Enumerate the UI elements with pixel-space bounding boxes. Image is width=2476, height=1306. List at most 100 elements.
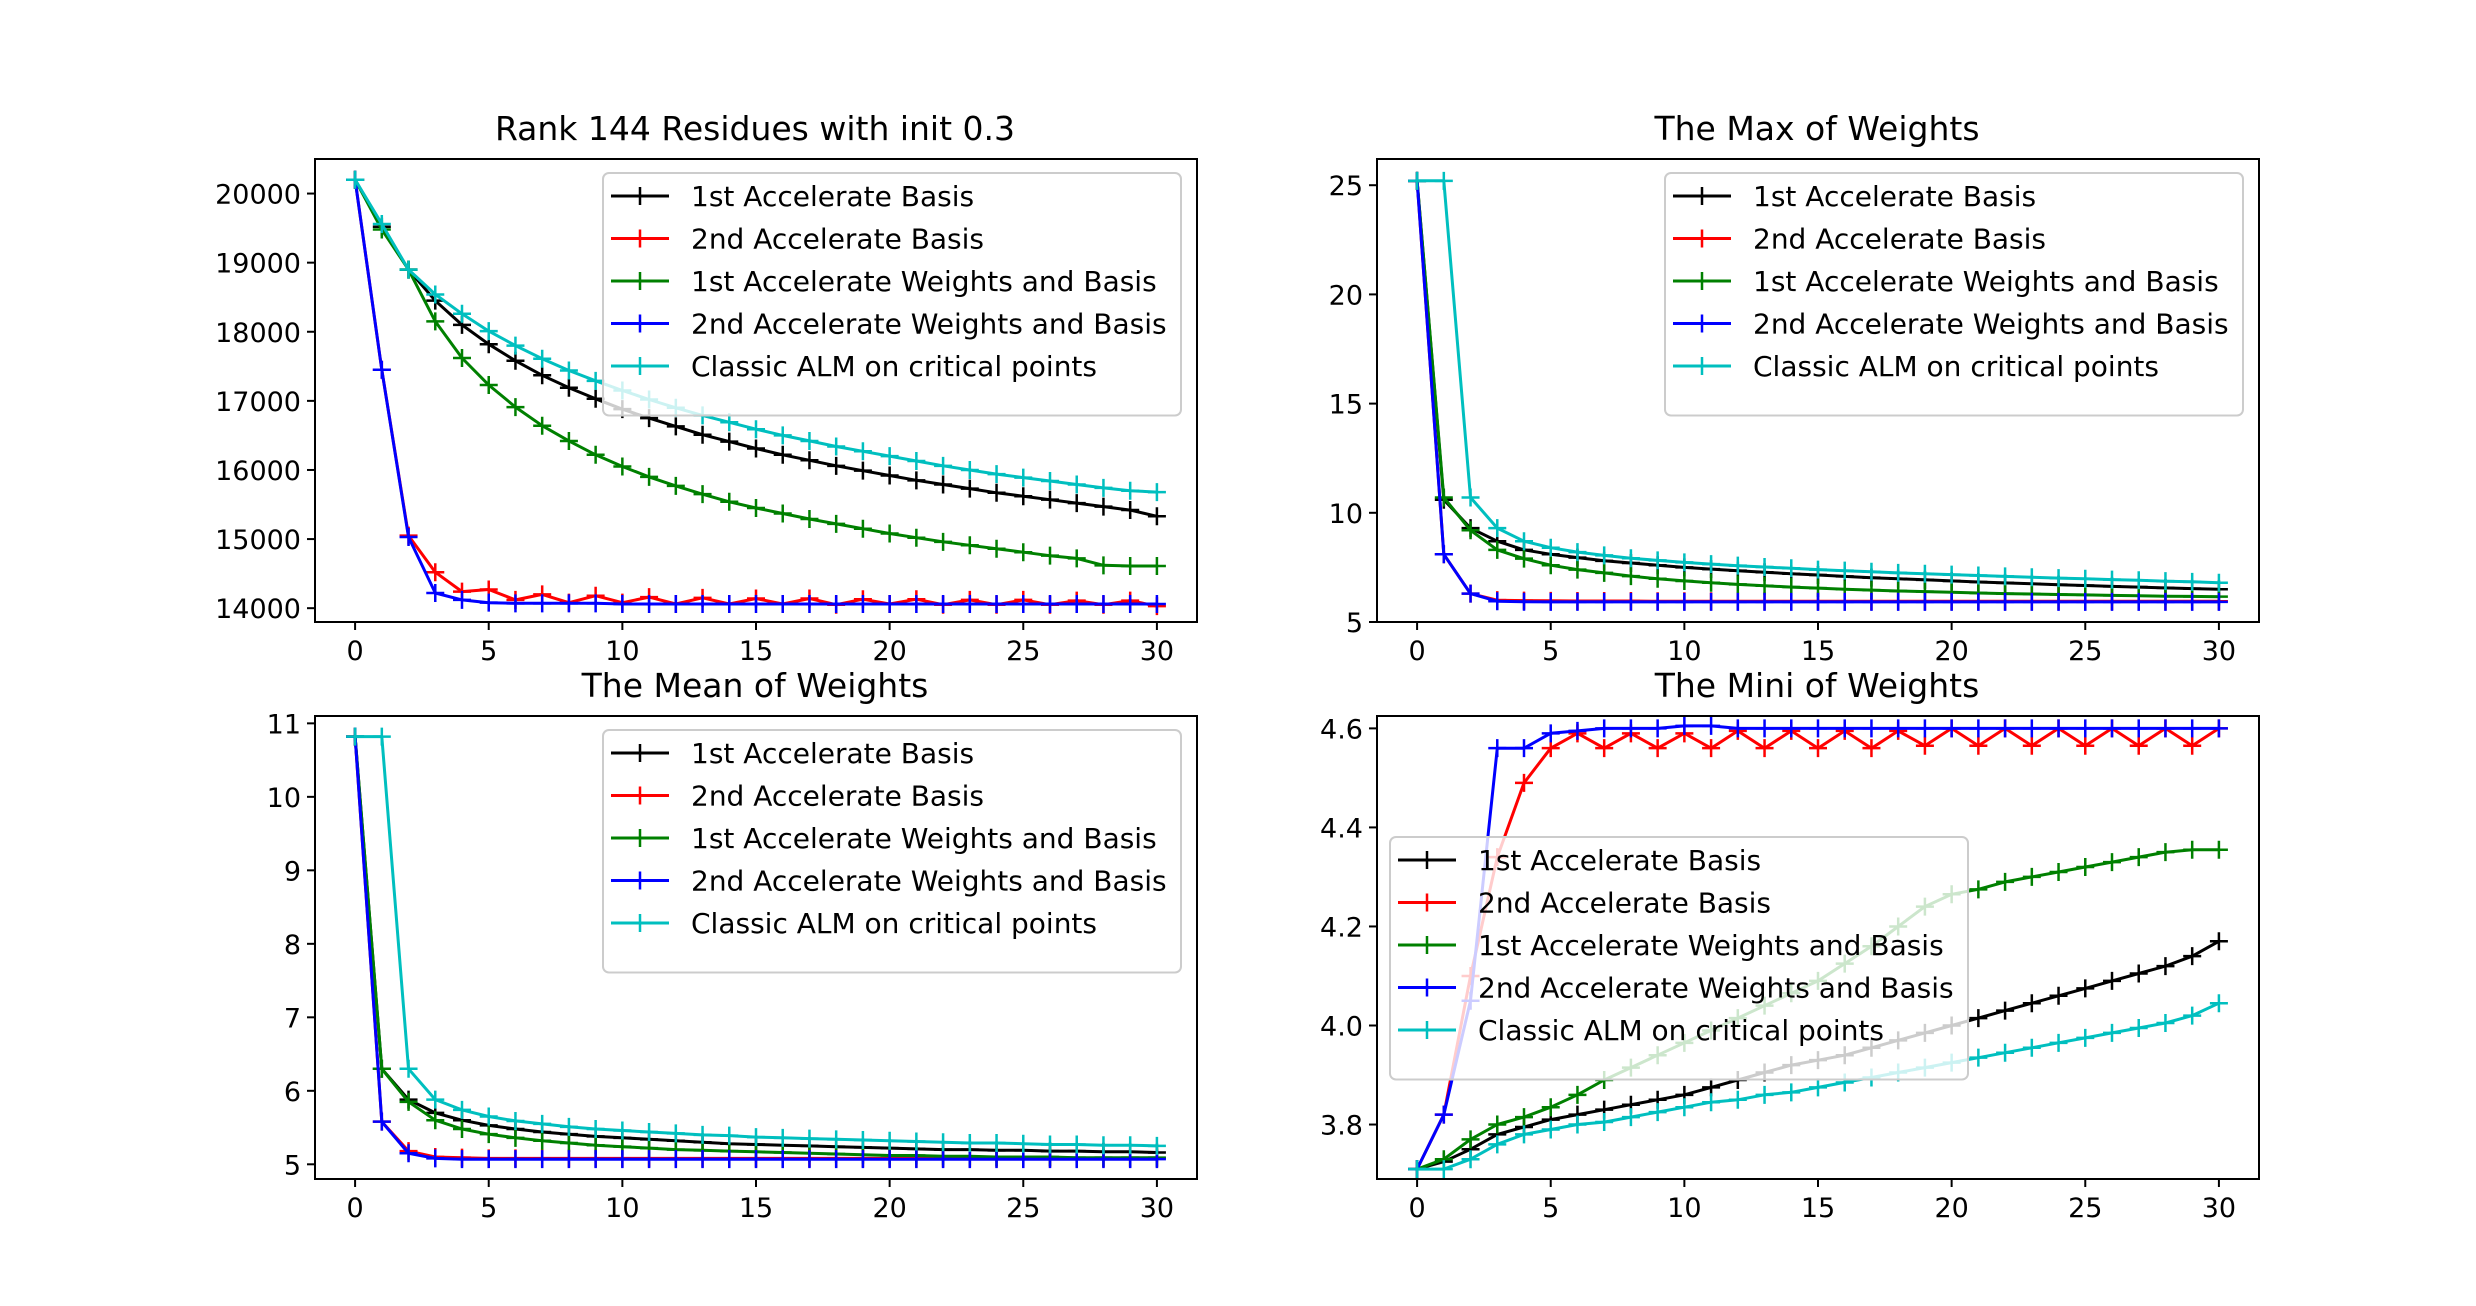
legend-item[interactable]: 1st Accelerate Basis <box>1673 180 2036 213</box>
legend-label: 2nd Accelerate Weights and Basis <box>1753 308 2229 341</box>
legend-item[interactable]: 2nd Accelerate Basis <box>611 223 984 256</box>
legend-item[interactable]: 1st Accelerate Weights and Basis <box>611 822 1157 855</box>
data-point: 4.6 <box>1595 719 1614 738</box>
data-point: 7.05 <box>2022 568 2041 587</box>
data-point: 17800 <box>506 336 525 355</box>
legend-item[interactable]: Classic ALM on critical points <box>611 907 1097 940</box>
legend-item[interactable]: 1st Accelerate Weights and Basis <box>1673 265 2219 298</box>
data-point: 8.05 <box>1595 546 1614 565</box>
data-point: 15990 <box>853 461 872 480</box>
data-point: 3.79 <box>1541 1120 1560 1139</box>
data-point: 5.59 <box>506 1111 525 1130</box>
legend-item[interactable]: 2nd Accelerate Weights and Basis <box>611 865 1167 898</box>
series-lines: 10.826.35.885.75.65.535.485.445.415.385.… <box>346 727 1166 1169</box>
data-point: 5.07 <box>907 1150 926 1169</box>
legend-label: 1st Accelerate Weights and Basis <box>1478 929 1944 962</box>
data-point: 5.35 <box>800 1129 819 1148</box>
legend-item[interactable]: 2nd Accelerate Basis <box>1673 223 2046 256</box>
data-point: 7.1 <box>1621 567 1640 586</box>
legend[interactable]: 1st Accelerate Basis 2nd Accelerate Basis… <box>602 172 1182 417</box>
legend-item[interactable]: 1st Accelerate Weights and Basis <box>611 265 1157 298</box>
data-point: 4.49 <box>1515 773 1533 792</box>
data-point: 7.9 <box>1515 549 1533 568</box>
legend-label: 1st Accelerate Basis <box>691 737 974 770</box>
data-point: 4.6 <box>1835 719 1854 738</box>
x-tick-label: 5 <box>480 636 497 667</box>
legend-item[interactable]: 1st Accelerate Basis <box>1398 844 1761 877</box>
legend-label: 2nd Accelerate Weights and Basis <box>1478 972 1954 1005</box>
data-point: 4.29 <box>1996 872 2015 891</box>
data-point: 5.6 <box>426 1111 445 1130</box>
data-point: 5.29 <box>960 1133 979 1152</box>
data-point: 5.07 <box>880 1150 899 1169</box>
y-tick-label: 9 <box>284 856 301 887</box>
data-point: 5.4 <box>693 1125 712 1144</box>
legend-item[interactable]: Classic ALM on critical points <box>1673 350 2159 383</box>
data-point: 3.955 <box>2022 1038 2041 1057</box>
data-point: 14080 <box>479 593 498 612</box>
data-point: 5.92 <box>1969 592 1988 611</box>
data-point: 4.6 <box>1782 719 1801 738</box>
data-point: 5.92 <box>1862 592 1881 611</box>
data-point: 5.92 <box>2209 592 2228 611</box>
data-point: 15740 <box>1094 478 1113 497</box>
data-point: 4.56 <box>1755 739 1774 758</box>
axis-ticks: 0 5 10 15 20 25 30 3.8 4.0 4.2 4.4 4.6 <box>1320 714 2236 1224</box>
data-point: 14060 <box>773 595 792 614</box>
data-point: 4.275 <box>1969 880 1988 899</box>
data-point: 5.58 <box>372 1112 391 1131</box>
data-point: 4.565 <box>2022 736 2041 755</box>
data-point: 6.94 <box>2103 570 2121 589</box>
data-point: 15790 <box>934 475 953 494</box>
data-point: 4.56 <box>1488 739 1507 758</box>
legend-marker <box>1418 1021 1436 1039</box>
data-point: 4.6 <box>2156 719 2175 738</box>
x-tick-label: 20 <box>872 1193 906 1224</box>
data-point: 3.945 <box>1996 1043 2015 1062</box>
legend-item[interactable]: Classic ALM on critical points <box>1398 1014 1884 1047</box>
data-point: 5.51 <box>559 1117 578 1136</box>
data-point: 15540 <box>720 492 739 511</box>
data-point: 5.92 <box>1835 592 1854 611</box>
legend-item[interactable]: 2nd Accelerate Weights and Basis <box>611 308 1167 341</box>
y-tick-label: 8 <box>284 930 301 961</box>
legend-marker <box>1418 936 1436 954</box>
y-tick-label: 25 <box>1329 171 1363 202</box>
legend[interactable]: 1st Accelerate Basis 2nd Accelerate Basis… <box>1389 836 1969 1081</box>
data-point: 6.91 <box>2129 571 2148 590</box>
legend-label: 2nd Accelerate Basis <box>1753 223 2046 256</box>
data-point: 4.56 <box>1702 739 1721 758</box>
data-point: 4.605 <box>1675 716 1694 735</box>
data-point: 5.92 <box>1942 592 1961 611</box>
legend-marker <box>1693 357 1711 375</box>
legend-item[interactable]: 2nd Accelerate Weights and Basis <box>1398 972 1954 1005</box>
data-point: 4.005 <box>2156 1014 2175 1033</box>
legend-item[interactable]: Classic ALM on critical points <box>611 350 1097 383</box>
legend-item[interactable]: 1st Accelerate Weights and Basis <box>1398 929 1944 962</box>
x-tick-label: 30 <box>2202 636 2236 667</box>
data-point: 16050 <box>613 457 632 476</box>
data-point: 5.08 <box>426 1149 445 1168</box>
data-point: 14060 <box>666 595 685 614</box>
data-point: 20200 <box>346 170 365 189</box>
subplot-title: The Max of Weights <box>1653 109 1979 148</box>
data-point: 10.7 <box>1434 488 1453 507</box>
data-point: 14060 <box>640 595 659 614</box>
x-tick-label: 20 <box>1934 636 1968 667</box>
legend[interactable]: 1st Accelerate Basis 2nd Accelerate Basis… <box>1664 172 2244 417</box>
data-point: 4.6 <box>1942 719 1961 738</box>
data-point: 4.605 <box>1702 716 1721 735</box>
legend-item[interactable]: 2nd Accelerate Weights and Basis <box>1673 308 2229 341</box>
data-point: 5.26 <box>1094 1136 1113 1155</box>
data-point: 3.77 <box>1461 1130 1480 1149</box>
legend-item[interactable]: 2nd Accelerate Basis <box>1398 887 1771 920</box>
data-point: 6.3 <box>1461 584 1480 603</box>
legend-item[interactable]: 1st Accelerate Basis <box>611 737 974 770</box>
legend-item[interactable]: 1st Accelerate Basis <box>611 180 974 213</box>
legend-item[interactable]: 2nd Accelerate Basis <box>611 780 984 813</box>
legend-label: Classic ALM on critical points <box>691 350 1097 383</box>
data-point: 3.71 <box>1408 1160 1427 1179</box>
plot-frame <box>1376 715 2260 1180</box>
legend[interactable]: 1st Accelerate Basis 2nd Accelerate Basis… <box>602 729 1182 974</box>
data-point: 15770 <box>666 476 685 495</box>
